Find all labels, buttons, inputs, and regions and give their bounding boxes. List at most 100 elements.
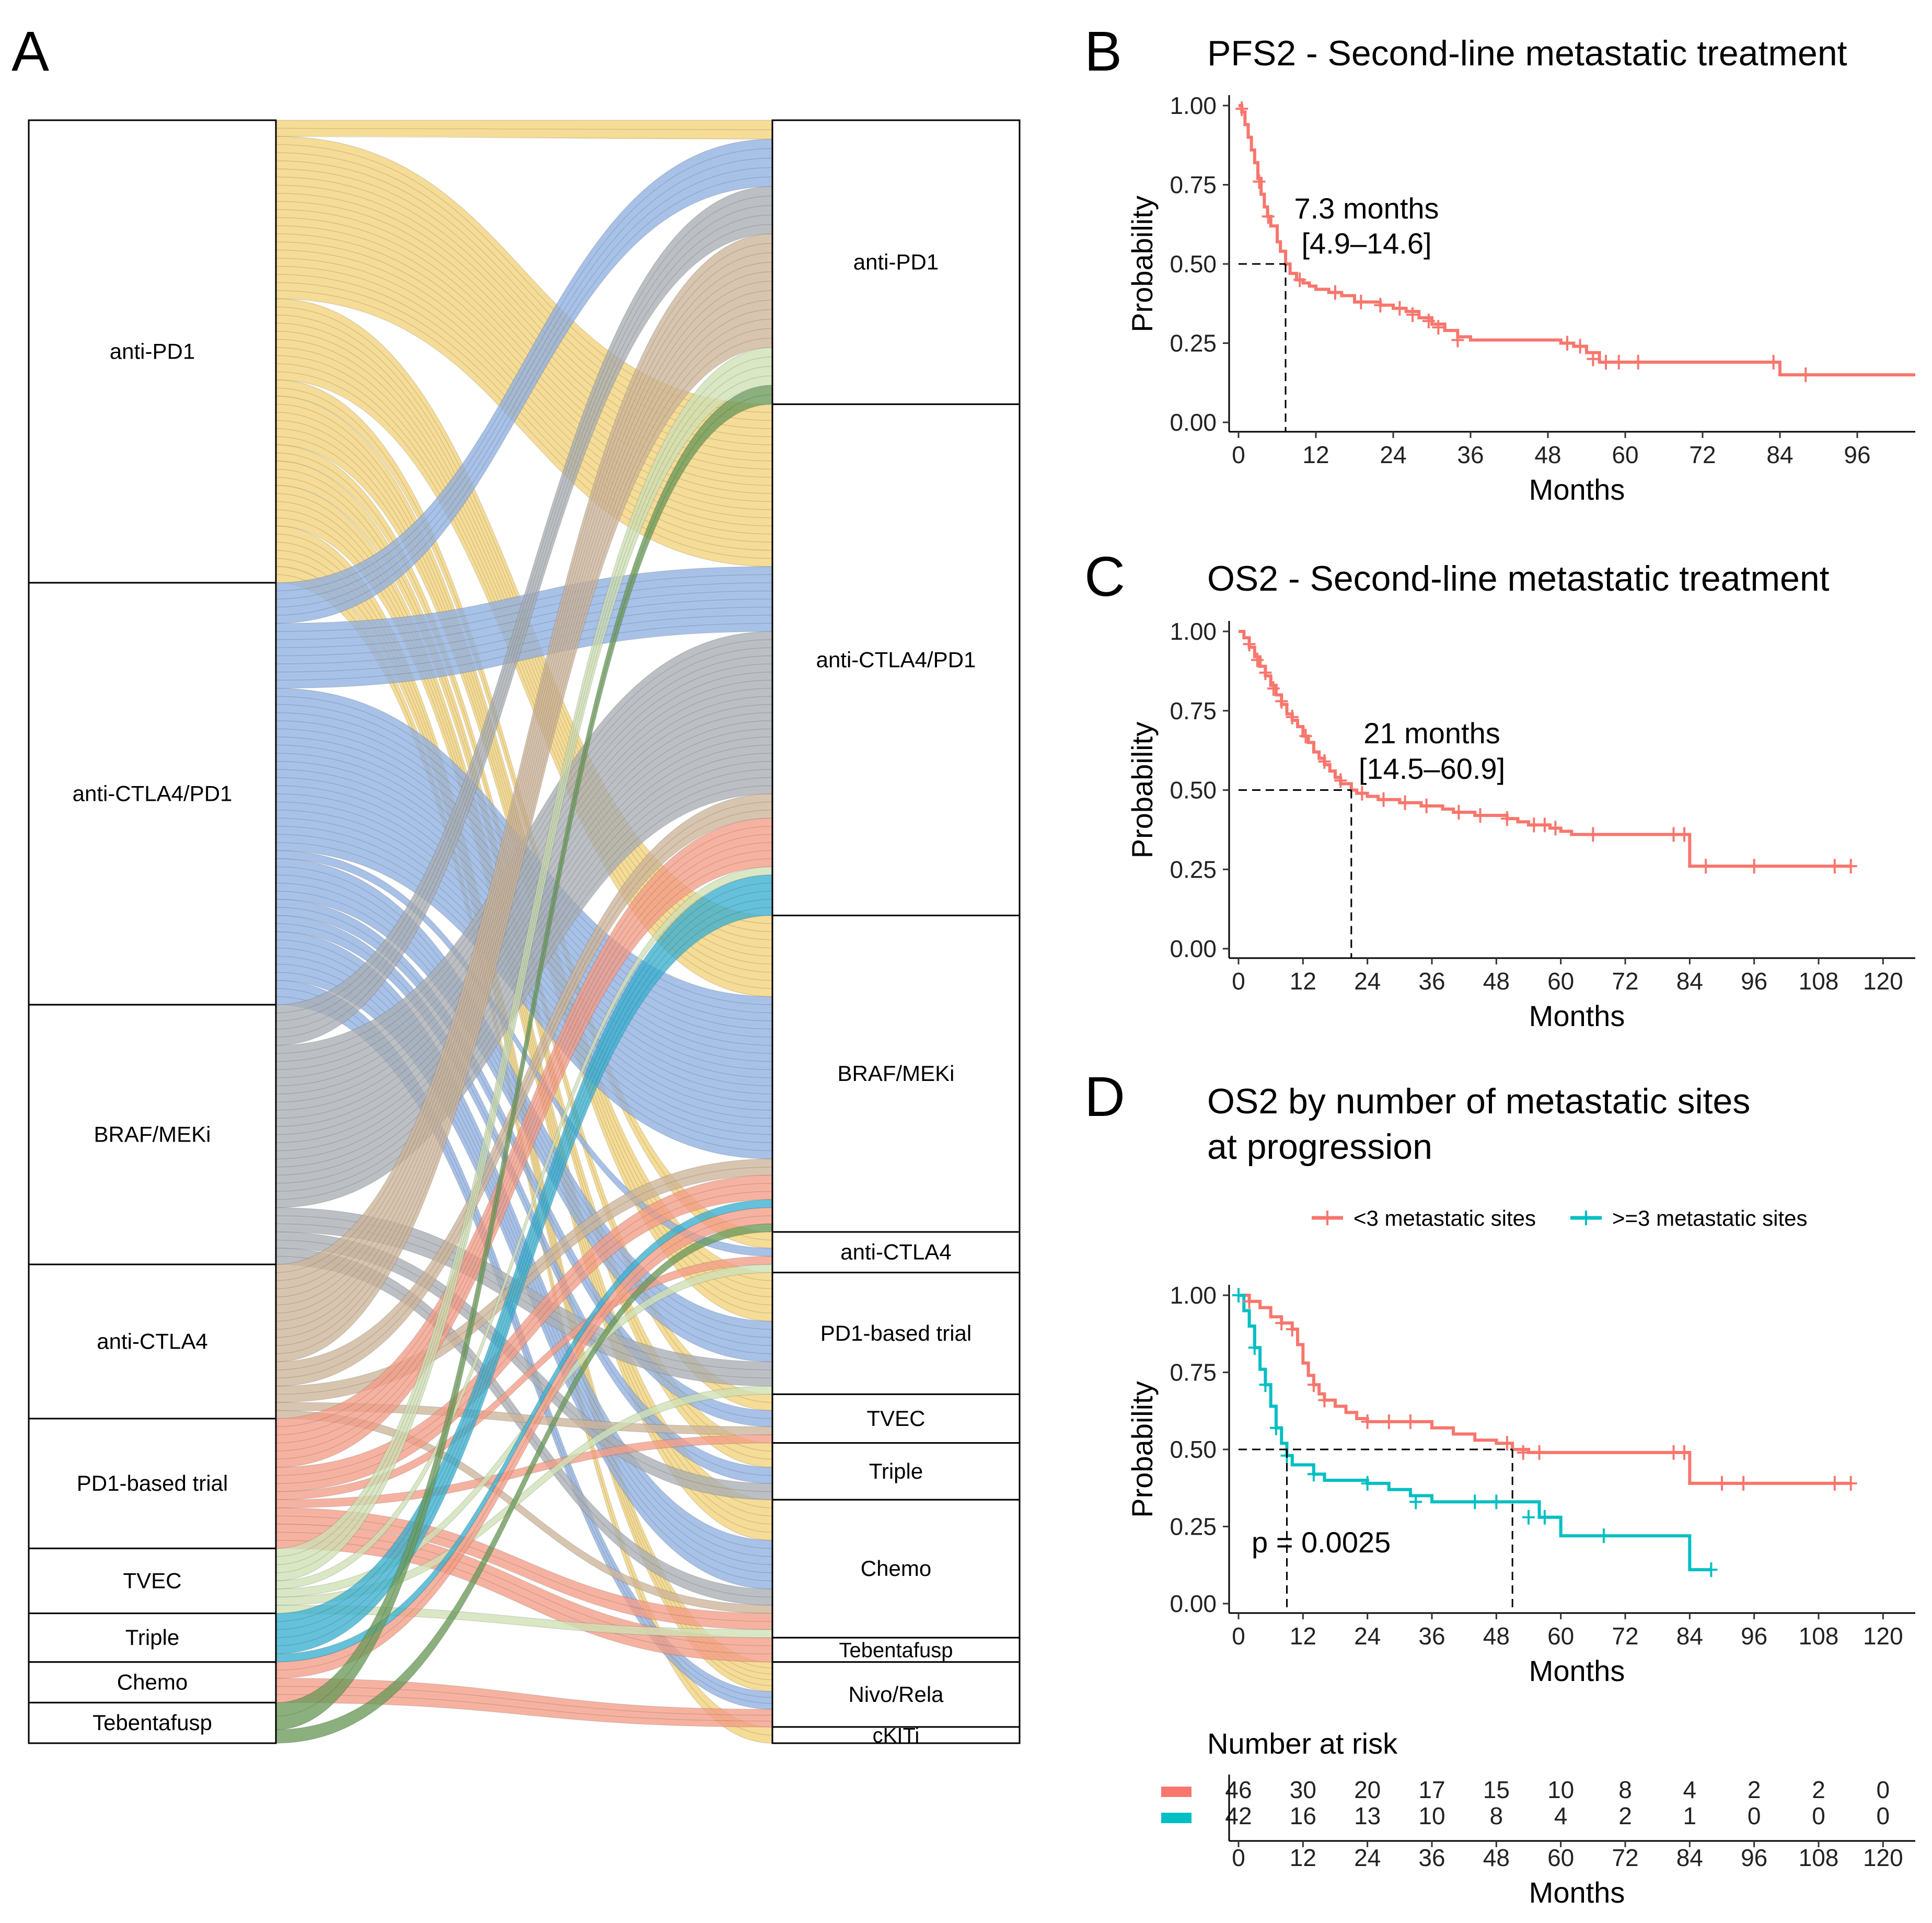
flow-stripe [275,825,773,1427]
median-annotation: 21 months [1363,717,1500,750]
flow-stripe [275,160,773,429]
y-tick-label: 0.25 [1170,856,1217,883]
x-tick-label: 0 [1232,968,1245,995]
flow-stripe [275,696,773,1111]
x-tick-label: 36 [1418,1622,1445,1650]
flow-stripe [275,834,773,1435]
x-tick-label: 12 [1290,1622,1316,1650]
flow-stripe [275,282,773,551]
y-tick-label: 1.00 [1170,618,1217,645]
risk-count: 2 [1812,1776,1825,1803]
risk-count: 15 [1483,1776,1510,1803]
flow-stripe [275,128,773,130]
x-tick-label: 72 [1612,1622,1638,1650]
flow-stripe [275,261,773,1289]
risk-x-tick-label: 72 [1612,1844,1638,1871]
flow-stripe [275,1540,773,1654]
risk-count: 0 [1877,1776,1890,1803]
sankey-node-label: BRAF/MEKi [94,1122,211,1147]
flow-stripe [275,728,773,1143]
x-tick-label: 96 [1844,441,1870,468]
flow-stripe [275,1183,773,1476]
sankey-node-right-tebentafusp [771,1637,1021,1663]
risk-count: 0 [1877,1802,1890,1829]
sankey-node-right-anti-pd1 [771,119,1021,405]
risk-x-tick-label: 96 [1741,1844,1767,1871]
flow-stripe [275,375,773,1573]
x-tick-label: 0 [1232,441,1245,468]
risk-count: 10 [1547,1776,1574,1803]
risk-x-tick-label: 36 [1418,1844,1445,1871]
sankey-node-label: Tebentafusp [92,1710,212,1735]
flow-stripe [275,907,773,1646]
flow-stripe [275,1694,773,1722]
x-tick-label: 84 [1766,441,1793,468]
flow-stripe [275,777,773,1192]
flow-stripe [275,850,773,1452]
sankey-node-label: anti-CTLA4 [840,1240,951,1264]
flow-stripe [275,1515,773,1622]
flow-stripe [275,842,773,1444]
chart-d-title-line1: OS2 by number of metastatic sites [1207,1081,1750,1121]
x-tick-label: 84 [1676,968,1703,995]
risk-x-tick-label: 24 [1354,1844,1381,1871]
legend-label-2: >=3 metastatic sites [1612,1206,1808,1230]
flow-stripe [275,148,773,592]
sankey-nodes: anti-PD1 anti-CTLA4/PD1 BRAF/MEKi anti-CTLA… [28,119,1021,1747]
y-tick-label: 1.00 [1170,92,1217,119]
flow-stripe [275,647,773,1062]
y-tick-label: 1.00 [1170,1282,1217,1309]
x-tick-label: 60 [1547,1622,1574,1650]
y-tick-label: 0.75 [1170,697,1217,724]
risk-count: 13 [1354,1802,1381,1829]
risk-count: 4 [1683,1776,1697,1803]
flow-stripe [275,205,773,1022]
flow-stripe [275,318,773,1338]
flow-stripe [275,195,773,1014]
x-tick-label: 96 [1741,968,1767,995]
panel-label-c: C [1084,545,1125,608]
flow-stripe [275,720,773,1135]
sankey-node-label: Triple [869,1459,923,1483]
x-tick-label: 96 [1741,1622,1767,1650]
flow-stripe [275,394,773,1717]
risk-count: 30 [1290,1776,1316,1803]
sankey-node-left-braf-meki [28,1004,277,1265]
x-tick-label: 24 [1380,441,1406,468]
y-tick-label: 0.75 [1170,1359,1217,1386]
x-tick-label: 108 [1799,1622,1839,1650]
sankey-node-right-anti-ctla4 [771,1231,1021,1274]
risk-count: 8 [1618,1776,1632,1803]
y-axis-label: Probability [1126,195,1159,332]
sankey-node-label: anti-CTLA4 [97,1329,207,1354]
sankey-node-right-chemo [771,1499,1021,1639]
sankey-node-label: Tebentafusp [839,1639,953,1662]
risk-count: 2 [1618,1802,1632,1829]
sankey-node-label: Chemo [117,1670,188,1695]
sankey-node-label: BRAF/MEKi [837,1061,954,1086]
sankey-node-label: anti-PD1 [110,339,195,363]
risk-x-tick-label: 12 [1290,1844,1316,1871]
flow-stripe [275,736,773,1152]
sankey-node-right-anti-ctla4-pd1 [771,403,1021,916]
panel-label-b: B [1084,19,1122,83]
risk-x-tick-label: 48 [1483,1844,1510,1871]
x-axis-label: Months [1529,999,1625,1032]
flow-stripe [275,290,773,559]
sankey-node-left-chemo [28,1661,277,1703]
flow-stripe [275,209,773,478]
flow-stripe [275,615,773,673]
x-tick-label: 60 [1547,968,1574,995]
sankey-node-left-triple [28,1613,277,1663]
x-tick-label: 48 [1483,968,1510,995]
risk-count: 0 [1812,1802,1825,1829]
x-tick-label: 120 [1863,968,1903,995]
risk-x-tick-label: 0 [1232,1844,1245,1871]
risk-count: 1 [1683,1802,1697,1829]
sankey-node-right-triple [771,1442,1021,1501]
chart-c: 0.00 0.25 0.50 0.75 1.00 0 12 24 36 48 60 72 84 96 108… [1126,618,1915,1032]
flow-stripe [275,688,773,1103]
y-tick-label: 0.00 [1170,1590,1217,1617]
sankey-node-right-ckiti [771,1726,1021,1744]
